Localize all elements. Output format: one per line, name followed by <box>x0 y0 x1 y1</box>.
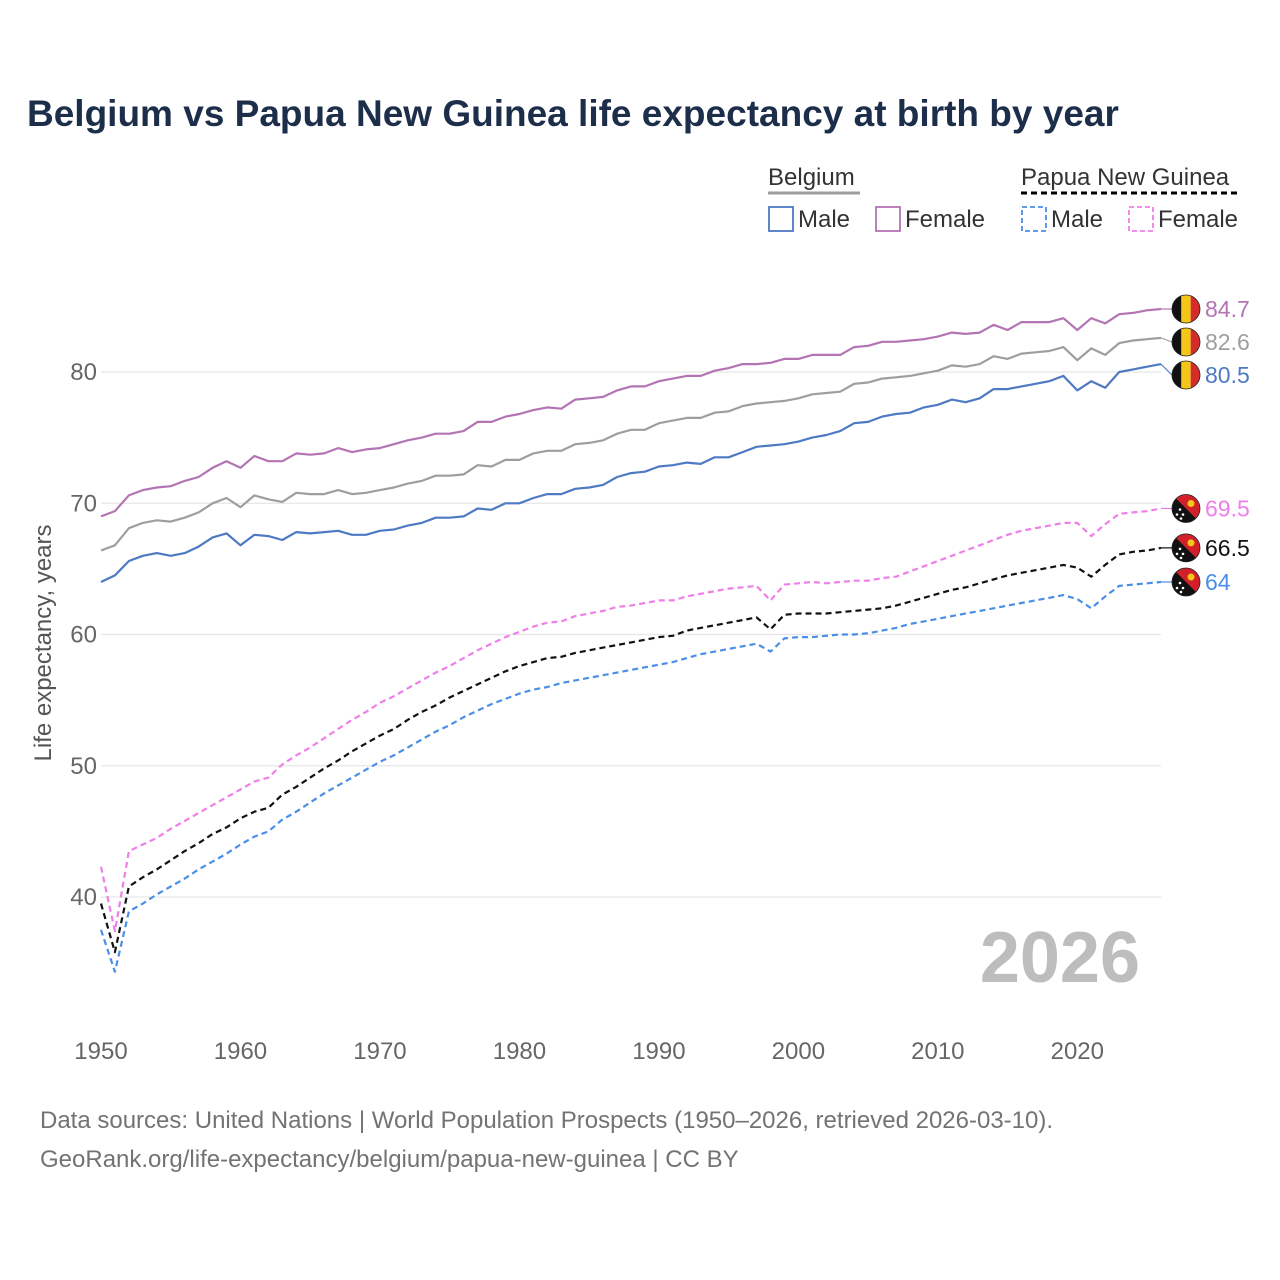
legend-item-label: Male <box>1051 206 1103 233</box>
legend-group-belgium: Belgium Male Female <box>768 164 985 233</box>
legend-item-label: Female <box>1158 206 1238 233</box>
series-line-papua-new-guinea-total <box>99 546 1162 954</box>
x-tick-label: 2000 <box>772 1038 825 1065</box>
legend-group-papua-new-guinea: Papua New Guinea Male Female <box>1021 164 1238 233</box>
end-connector <box>1160 363 1173 376</box>
belgium-flag-icon <box>1171 360 1201 390</box>
belgium-flag-icon <box>1171 327 1201 357</box>
y-tick-label: 60 <box>70 622 97 649</box>
series-lines <box>99 307 1162 973</box>
legend-group-title: Belgium <box>768 164 855 191</box>
x-tick-label: 1950 <box>74 1038 127 1065</box>
end-value-label: 80.5 <box>1205 362 1250 388</box>
y-axis-ticks: 40 50 60 70 80 <box>70 359 97 911</box>
papua-new-guinea-flag-icon <box>1171 533 1201 563</box>
y-tick-label: 50 <box>70 753 97 780</box>
legend: Belgium Male Female Papua New Guinea Male Fem… <box>768 164 1238 233</box>
year-watermark: 2026 <box>980 918 1140 998</box>
footer-sources: Data sources: United Nations | World Pop… <box>40 1107 1054 1134</box>
end-value-label: 66.5 <box>1205 535 1250 561</box>
x-tick-label: 2020 <box>1051 1038 1104 1065</box>
end-value-label: 82.6 <box>1205 329 1250 355</box>
x-tick-label: 2010 <box>911 1038 964 1065</box>
series-line-belgium-male <box>100 363 1162 583</box>
x-tick-label: 1980 <box>493 1038 546 1065</box>
legend-swatch-male <box>1021 206 1047 232</box>
papua-new-guinea-flag-icon <box>1171 494 1201 523</box>
legend-swatch-female <box>875 206 901 232</box>
legend-swatch-male <box>768 206 794 232</box>
y-tick-label: 40 <box>70 884 97 911</box>
belgium-flag-icon <box>1171 294 1201 324</box>
series-line-belgium-total <box>100 336 1162 552</box>
y-axis-label: Life expectancy, years <box>30 524 57 761</box>
legend-group-title: Papua New Guinea <box>1021 164 1230 191</box>
x-tick-label: 1970 <box>353 1038 406 1065</box>
end-labels: 84.7 82.6 80.5 69.5 66.5 64 <box>1160 294 1250 597</box>
grid-lines <box>101 371 1161 898</box>
footer-url: GeoRank.org/life-expectancy/belgium/papu… <box>40 1146 739 1173</box>
papua-new-guinea-flag-icon <box>1171 567 1201 597</box>
end-connector <box>1160 337 1173 343</box>
legend-swatch-female <box>1128 206 1154 232</box>
page-title: Belgium vs Papua New Guinea life expecta… <box>27 93 1119 134</box>
series-line-papua-new-guinea-male <box>99 580 1162 973</box>
x-tick-label: 1960 <box>214 1038 267 1065</box>
series-line-belgium-female <box>100 307 1162 518</box>
y-tick-label: 70 <box>70 490 97 517</box>
legend-item-label: Female <box>905 206 985 233</box>
end-value-label: 69.5 <box>1205 496 1250 522</box>
y-tick-label: 80 <box>70 359 97 386</box>
series-line-papua-new-guinea-female <box>99 507 1162 933</box>
x-tick-label: 1990 <box>632 1038 685 1065</box>
legend-item-label: Male <box>798 206 850 233</box>
end-value-label: 64 <box>1205 569 1231 595</box>
end-value-label: 84.7 <box>1205 296 1250 322</box>
x-axis-ticks: 1950 1960 1970 1980 1990 2000 2010 2020 <box>74 1038 1104 1065</box>
